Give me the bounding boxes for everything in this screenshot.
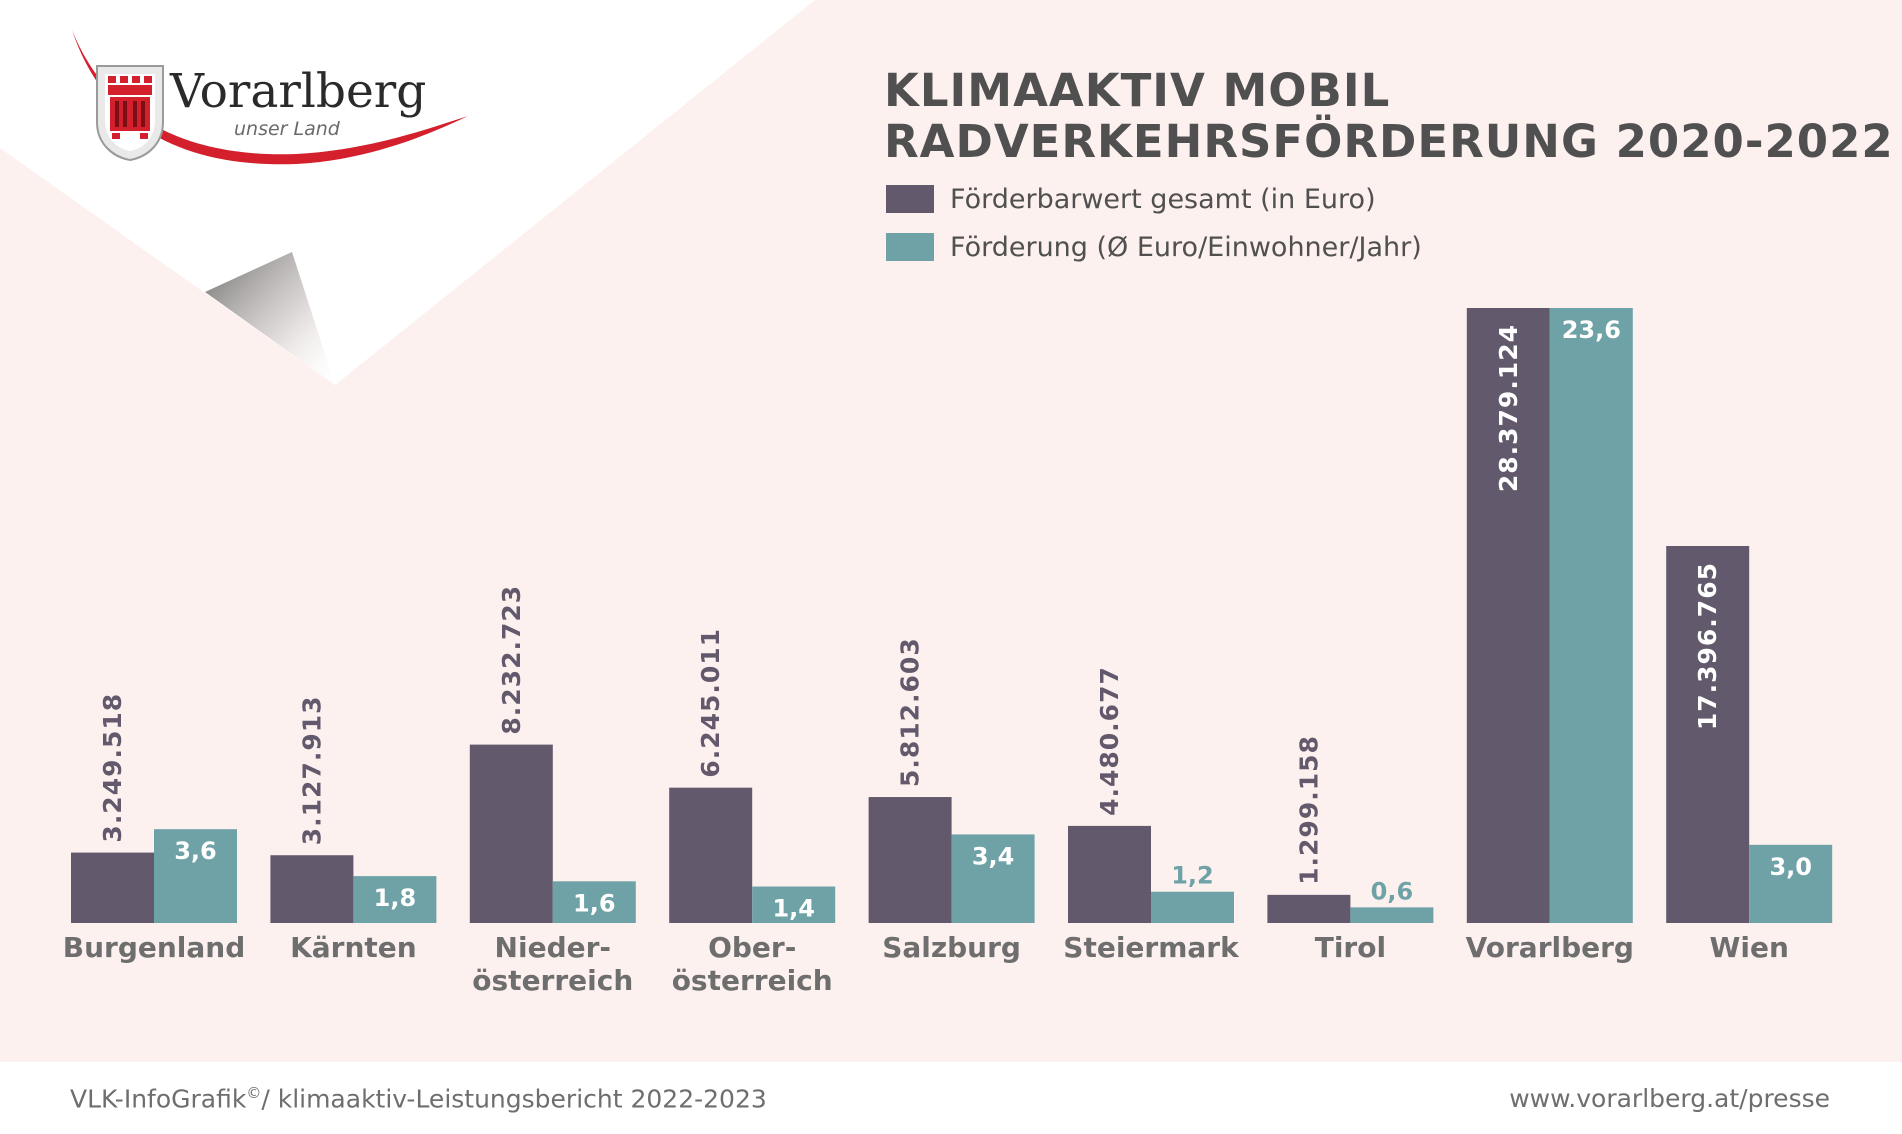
data-label-foerderung-tirol: 0,6 bbox=[1371, 877, 1414, 905]
chart-title-line1: KLIMAAKTIV MOBIL bbox=[884, 64, 1390, 117]
bar-foerderung-kärnten bbox=[353, 876, 437, 923]
bar-foerderung-wien bbox=[1749, 844, 1833, 923]
legend-label-series1: Förderbarwert gesamt (in Euro) bbox=[950, 184, 1376, 215]
footer-source-name: VLK-InfoGrafik bbox=[70, 1084, 247, 1114]
bar-foerderung-salzburg bbox=[951, 834, 1035, 923]
copyright-mark: © bbox=[246, 1084, 262, 1102]
category-label-salzburg: Salzburg bbox=[882, 931, 1021, 964]
bar-foerderung-vorarlberg bbox=[1549, 308, 1633, 923]
data-label-foerderung-burgenland: 3,6 bbox=[174, 837, 217, 865]
bar-foerderbarwert-salzburg bbox=[868, 797, 952, 923]
footer-bar bbox=[0, 1062, 1902, 1134]
bar-foerderbarwert-burgenland bbox=[71, 852, 154, 923]
data-label-foerderbarwert-oberösterreich: 6.245.011 bbox=[696, 628, 725, 778]
data-label-foerderbarwert-wien: 17.396.765 bbox=[1693, 562, 1722, 730]
data-label-foerderung-vorarlberg: 23,6 bbox=[1562, 316, 1621, 344]
data-label-foerderung-steiermark: 1,2 bbox=[1171, 862, 1214, 890]
category-label-niederösterreich: Nieder-österreich bbox=[472, 931, 633, 997]
category-label-tirol: Tirol bbox=[1315, 931, 1386, 964]
data-label-foerderbarwert-burgenland: 3.249.518 bbox=[98, 693, 127, 843]
footer-url: www.vorarlberg.at/presse bbox=[1509, 1084, 1830, 1113]
footer-source-report: / klimaaktiv-Leistungsbericht 2022-2023 bbox=[261, 1084, 767, 1114]
bar-foerderbarwert-oberösterreich bbox=[669, 787, 753, 923]
bar-foerderung-burgenland bbox=[154, 829, 237, 923]
bar-foerderung-tirol bbox=[1350, 907, 1434, 923]
data-label-foerderbarwert-niederösterreich: 8.232.723 bbox=[497, 585, 526, 735]
category-label-steiermark: Steiermark bbox=[1063, 931, 1240, 964]
bar-foerderbarwert-tirol bbox=[1267, 894, 1351, 923]
logo-wordmark: Vorarlberg bbox=[169, 64, 426, 119]
legend-label-series2: Förderung (Ø Euro/Einwohner/Jahr) bbox=[950, 232, 1422, 263]
data-label-foerderbarwert-tirol: 1.299.158 bbox=[1294, 735, 1323, 885]
logo-tagline: unser Land bbox=[234, 118, 341, 140]
category-label-wien: Wien bbox=[1709, 931, 1788, 964]
data-label-foerderbarwert-vorarlberg: 28.379.124 bbox=[1494, 324, 1523, 492]
legend-swatch-series1 bbox=[886, 185, 934, 213]
bar-foerderung-oberösterreich bbox=[752, 886, 836, 923]
data-label-foerderbarwert-kärnten: 3.127.913 bbox=[297, 695, 326, 845]
bar-foerderung-niederösterreich bbox=[552, 881, 636, 923]
category-label-burgenland: Burgenland bbox=[63, 931, 246, 964]
data-label-foerderung-wien: 3,0 bbox=[1769, 853, 1812, 881]
category-label-oberösterreich: Ober-österreich bbox=[672, 931, 833, 997]
plot-area: 3.249.518 3,6 Burgenland 3.127.913 1,8 Kärnte… bbox=[63, 308, 1833, 997]
data-label-foerderbarwert-steiermark: 4.480.677 bbox=[1095, 666, 1124, 816]
background-fold-shadow bbox=[205, 252, 335, 385]
category-label-vorarlberg: Vorarlberg bbox=[1466, 931, 1634, 964]
bar-foerderbarwert-kärnten bbox=[270, 855, 354, 923]
coat-of-arms-icon bbox=[96, 65, 164, 162]
data-label-foerderung-oberösterreich: 1,4 bbox=[772, 895, 815, 923]
background-white-wedge bbox=[0, 0, 815, 385]
vorarlberg-logo: Vorarlberg unser Land bbox=[72, 30, 468, 165]
bar-foerderbarwert-steiermark bbox=[1068, 825, 1151, 923]
chart-title-line2: RADVERKEHRSFÖRDERUNG 2020-2022 bbox=[884, 115, 1894, 168]
bar-foerderbarwert-niederösterreich bbox=[469, 744, 553, 923]
data-label-foerderbarwert-salzburg: 5.812.603 bbox=[896, 637, 925, 787]
data-label-foerderung-kärnten: 1,8 bbox=[374, 884, 417, 912]
legend-swatch-series2 bbox=[886, 233, 934, 261]
legend: Förderbarwert gesamt (in Euro) Förderung… bbox=[886, 184, 1422, 263]
data-label-foerderung-salzburg: 3,4 bbox=[972, 842, 1015, 870]
footer-source: VLK-InfoGrafik©/ klimaaktiv-Leistungsber… bbox=[70, 1084, 767, 1113]
bar-foerderbarwert-wien bbox=[1666, 545, 1750, 923]
bar-foerderbarwert-vorarlberg bbox=[1466, 308, 1550, 923]
data-label-foerderung-niederösterreich: 1,6 bbox=[573, 889, 616, 917]
category-label-kärnten: Kärnten bbox=[290, 931, 417, 964]
bar-foerderung-steiermark bbox=[1151, 891, 1234, 923]
